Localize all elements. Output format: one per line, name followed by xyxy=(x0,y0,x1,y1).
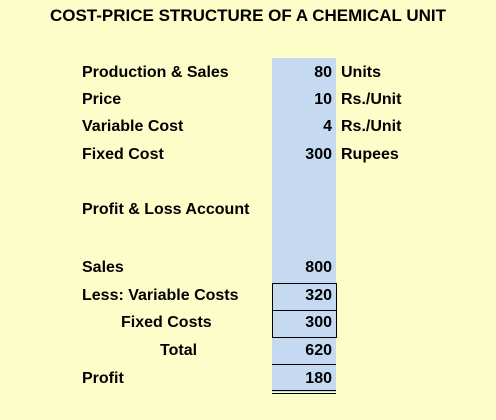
row-value: 620 xyxy=(305,342,332,359)
row-value: 300 xyxy=(305,314,332,331)
row-unit: Units xyxy=(341,64,381,81)
row-value: 10 xyxy=(314,91,332,108)
underline xyxy=(272,364,336,365)
row-unit: Rs./Unit xyxy=(341,91,402,108)
cell-border xyxy=(272,310,336,311)
row-label: Less: Variable Costs xyxy=(82,287,239,304)
row-label: Variable Cost xyxy=(82,118,184,135)
row-label: Fixed Costs xyxy=(121,314,212,331)
row-value: 800 xyxy=(305,259,332,276)
row-value: 4 xyxy=(323,118,332,135)
value-column xyxy=(272,58,336,392)
row-value: 180 xyxy=(305,370,332,387)
row-label: Total xyxy=(160,342,198,359)
row-label: Sales xyxy=(82,259,124,276)
double-underline xyxy=(272,393,336,394)
title: COST-PRICE STRUCTURE OF A CHEMICAL UNIT xyxy=(49,6,447,25)
row-value: 80 xyxy=(314,64,332,81)
row-label: Production & Sales xyxy=(82,64,229,81)
row-unit: Rupees xyxy=(341,146,399,163)
row-value: 320 xyxy=(305,287,332,304)
row-value: 300 xyxy=(305,146,332,163)
row-label: Fixed Cost xyxy=(82,146,164,163)
row-label: Price xyxy=(82,91,122,108)
row-label: Profit xyxy=(82,370,124,387)
double-underline xyxy=(272,390,336,391)
row-label: Profit & Loss Account xyxy=(82,201,250,218)
row-unit: Rs./Unit xyxy=(341,118,402,135)
